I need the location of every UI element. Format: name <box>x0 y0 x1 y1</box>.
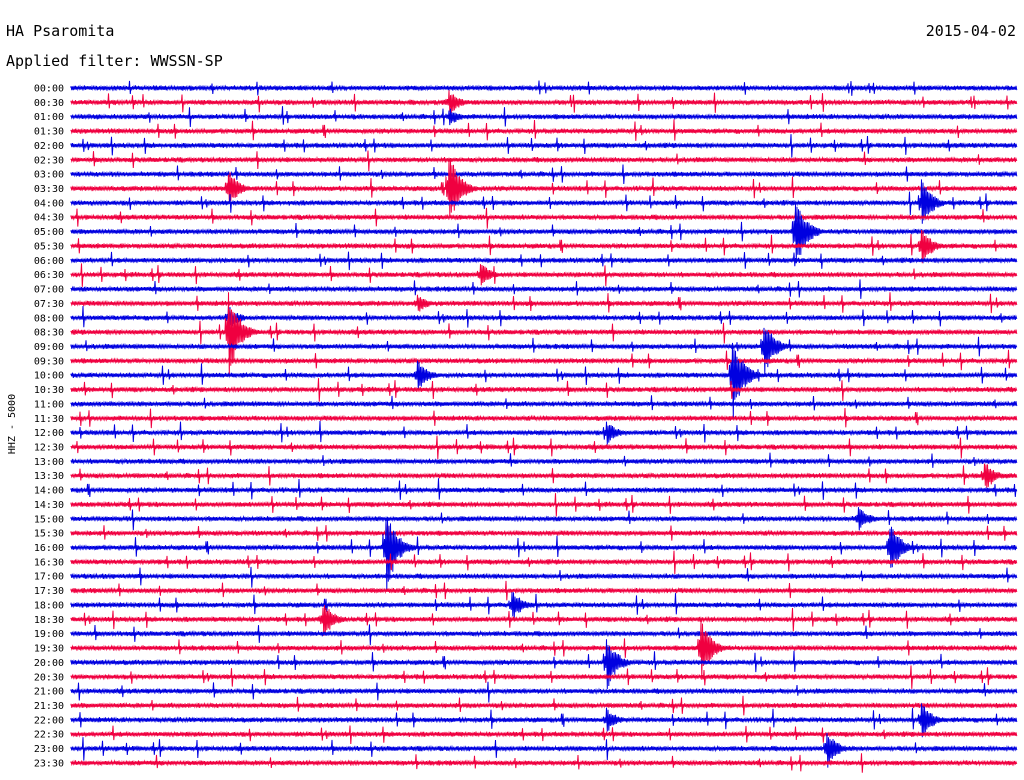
time-tick-label: 09:00 <box>34 342 64 353</box>
time-tick-label: 02:30 <box>34 155 64 166</box>
trace-line <box>70 305 1018 328</box>
time-tick-label: 10:30 <box>34 385 64 396</box>
trace-line <box>70 605 1018 637</box>
time-tick-label: 01:30 <box>34 127 64 138</box>
time-tick-label: 23:30 <box>34 758 64 769</box>
time-tick-label: 12:30 <box>34 443 64 454</box>
time-tick-label: 03:30 <box>34 184 64 195</box>
time-tick-label: 02:00 <box>34 141 64 152</box>
time-tick-label: 22:00 <box>34 715 64 726</box>
time-tick-label: 04:30 <box>34 213 64 224</box>
time-tick-label: 19:30 <box>34 644 64 655</box>
trace-line <box>70 478 1018 500</box>
station-title: HA Psaromita <box>6 22 114 40</box>
time-tick-label: 10:00 <box>34 371 64 382</box>
trace-line <box>70 619 1018 680</box>
time-tick-label: 01:00 <box>34 112 64 123</box>
time-tick-label: 20:30 <box>34 672 64 683</box>
time-tick-label: 07:30 <box>34 299 64 310</box>
trace-line <box>70 207 1018 229</box>
time-tick-label: 21:30 <box>34 701 64 712</box>
trace-line <box>70 327 1018 375</box>
time-tick-label: 00:00 <box>34 84 64 95</box>
time-tick-label: 05:30 <box>34 241 64 252</box>
time-tick-label: 22:30 <box>34 730 64 741</box>
date-label: 2015-04-02 <box>926 22 1016 40</box>
time-tick-label: 06:30 <box>34 270 64 281</box>
time-tick-label: 06:00 <box>34 256 64 267</box>
trace-line <box>70 517 1018 591</box>
time-tick-label: 14:00 <box>34 486 64 497</box>
time-tick-label: 09:30 <box>34 356 64 367</box>
time-tick-label: 18:00 <box>34 600 64 611</box>
trace-line <box>70 681 1018 703</box>
time-tick-label: 11:00 <box>34 399 64 410</box>
time-tick-label: 16:30 <box>34 557 64 568</box>
time-tick-label: 16:00 <box>34 543 64 554</box>
trace-line <box>70 119 1018 141</box>
time-tick-label: 20:00 <box>34 658 64 669</box>
trace-line <box>70 157 1018 217</box>
time-tick-label: 15:00 <box>34 514 64 525</box>
time-tick-label: 15:30 <box>34 529 64 540</box>
trace-line <box>70 349 1018 371</box>
time-tick-label: 05:00 <box>34 227 64 238</box>
time-tick-label: 17:30 <box>34 586 64 597</box>
trace-line <box>70 342 1018 420</box>
trace-line <box>70 395 1018 411</box>
trace-line <box>70 452 1018 468</box>
y-axis-label: HHZ - 5000 <box>7 394 18 454</box>
time-tick-label: 21:00 <box>34 687 64 698</box>
time-tick-label: 03:00 <box>34 170 64 181</box>
trace-line <box>70 203 1018 264</box>
time-tick-label: 18:30 <box>34 615 64 626</box>
time-tick-label: 13:00 <box>34 457 64 468</box>
time-tick-label: 19:00 <box>34 629 64 640</box>
time-tick-label: 17:00 <box>34 572 64 583</box>
trace-line <box>70 150 1018 172</box>
time-tick-label: 00:30 <box>34 98 64 109</box>
time-tick-label: 07:00 <box>34 285 64 296</box>
trace-line <box>70 624 1018 646</box>
time-tick-label: 11:30 <box>34 414 64 425</box>
filter-subtitle: Applied filter: WWSSN-SP <box>6 52 223 70</box>
time-tick-label: 08:30 <box>34 328 64 339</box>
time-tick-label: 23:00 <box>34 744 64 755</box>
time-tick-labels: 00:00 00:30 01:00 01:30 02:00 02:30 03:00 03:30… <box>34 84 64 770</box>
seismic-traces <box>70 80 1018 773</box>
time-tick-label: 13:30 <box>34 471 64 482</box>
trace-line <box>70 566 1018 588</box>
time-tick-label: 04:00 <box>34 198 64 209</box>
time-tick-label: 14:30 <box>34 500 64 511</box>
time-tick-label: 12:00 <box>34 428 64 439</box>
time-tick-label: 08:00 <box>34 313 64 324</box>
